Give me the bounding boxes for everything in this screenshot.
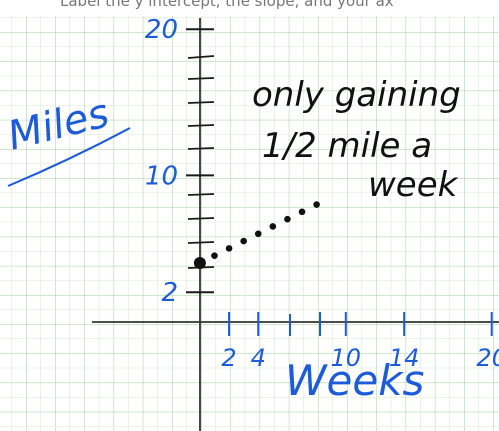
x-tick-label: 10 [331,344,362,372]
x-tick-label: 14 [389,344,420,372]
x-tick-label: 20 [476,344,499,372]
annotation-line: 1/2 mile a [262,126,432,166]
annotation-line: only gaining [252,75,461,115]
point [255,230,262,237]
y-tick-label: 2 [161,278,178,308]
y-tick-label: 20 [145,15,178,45]
point [284,216,291,223]
instructions: Label the y intercept, the slope, and yo… [60,0,394,10]
y-tick-label: 10 [145,161,178,191]
point [194,257,206,269]
point [299,209,306,216]
x-tick-label: 2 [221,344,236,372]
point [226,245,233,252]
point [240,238,247,245]
point [211,252,218,259]
point [270,223,277,230]
annotation-line: week [368,165,459,205]
x-tick-label: 4 [251,344,266,372]
point [313,201,320,208]
worksheet-graph: Label the y intercept, the slope, and yo… [0,0,499,431]
